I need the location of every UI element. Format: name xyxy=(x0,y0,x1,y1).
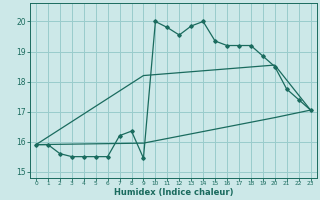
X-axis label: Humidex (Indice chaleur): Humidex (Indice chaleur) xyxy=(114,188,233,197)
